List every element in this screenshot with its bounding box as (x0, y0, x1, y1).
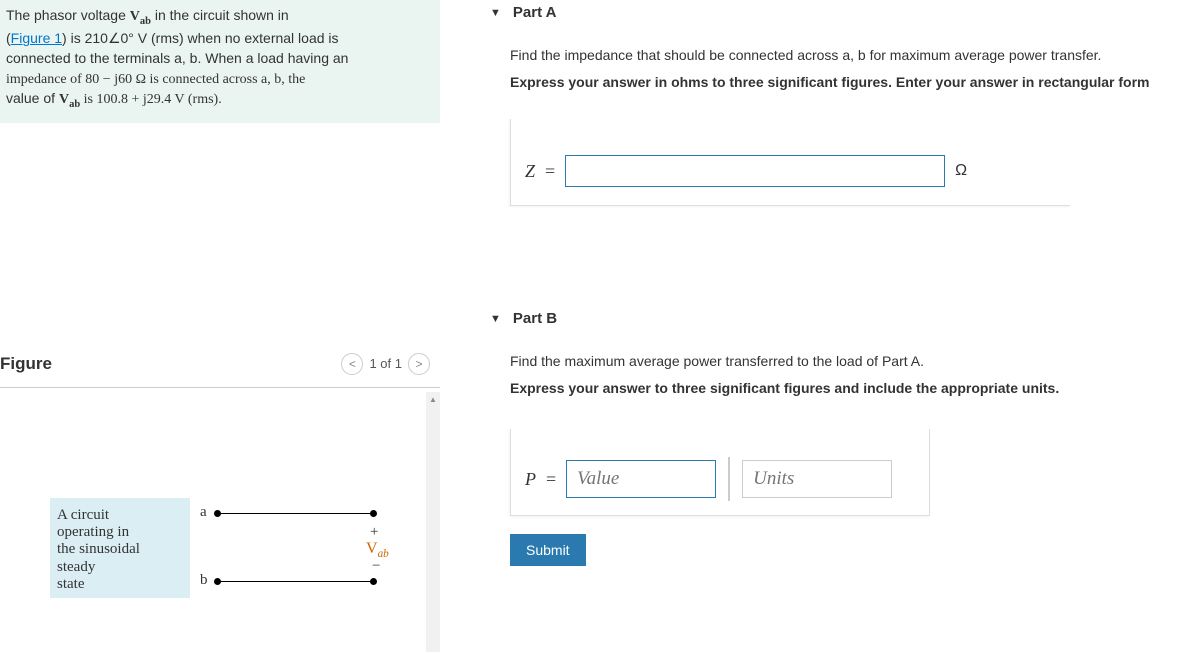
circuit-text: A circuit (57, 507, 183, 524)
vab-symbol: Vab (130, 9, 151, 24)
terminal-a-label: a (200, 504, 207, 521)
plus-icon: + (370, 524, 378, 541)
p-units-input[interactable] (742, 460, 892, 498)
pager-text: 1 of 1 (369, 356, 402, 371)
figure-link[interactable]: Figure 1 (11, 30, 62, 46)
part-b-answer-box: P = (510, 429, 930, 516)
caret-down-icon: ▼ (490, 313, 501, 325)
part-a-title: Part A (513, 4, 557, 21)
vab-symbol: Vab (59, 92, 80, 107)
submit-button[interactable]: Submit (510, 534, 586, 566)
part-b-format: Express your answer to three significant… (510, 378, 1200, 399)
vab-v: V (366, 540, 378, 557)
equals-sign: = (546, 469, 556, 490)
scroll-up-icon[interactable]: ▲ (426, 392, 440, 406)
right-column: ▼ Part A Find the impedance that should … (460, 0, 1200, 654)
p-value-input[interactable] (566, 460, 716, 498)
prev-figure-button[interactable]: < (341, 353, 363, 375)
problem-text: ) is 210∠0° V (rms) when no external loa… (62, 30, 339, 46)
wire-icon (218, 581, 372, 583)
next-figure-button[interactable]: > (408, 353, 430, 375)
z-input[interactable] (565, 155, 945, 187)
circuit-text: the sinusoidal (57, 541, 183, 558)
vab-output-label: Vab (366, 540, 389, 560)
caret-down-icon: ▼ (490, 7, 501, 19)
vab-v: V (59, 92, 69, 107)
part-b-title: Part B (513, 310, 557, 327)
figure-title: Figure (0, 354, 52, 374)
part-a-format: Express your answer in ohms to three sig… (510, 72, 1200, 93)
part-a-answer-box: Z = Ω (510, 119, 1070, 206)
z-label: Z (525, 161, 535, 182)
divider (728, 457, 730, 501)
vab-sub: ab (378, 548, 389, 560)
part-b-header[interactable]: ▼ Part B (490, 310, 1200, 327)
circuit-text: state (57, 576, 183, 593)
figure-scrollbar[interactable]: ▲ (426, 392, 440, 652)
problem-text: The phasor voltage (6, 7, 130, 23)
part-b-instruction: Find the maximum average power transferr… (510, 351, 1200, 372)
terminal-b-label: b (200, 572, 208, 589)
z-unit: Ω (955, 162, 967, 180)
z-answer-row: Z = Ω (525, 155, 1056, 187)
figure-header: Figure < 1 of 1 > (0, 353, 440, 383)
figure-pager: < 1 of 1 > (341, 353, 430, 375)
part-a-header[interactable]: ▼ Part A (490, 4, 1200, 21)
vab-sub: ab (140, 16, 151, 27)
part-b: ▼ Part B Find the maximum average power … (460, 310, 1200, 566)
part-a: ▼ Part A Find the impedance that should … (460, 4, 1200, 206)
problem-text: is 100.8 + j29.4 V (rms). (80, 92, 222, 107)
p-label: P (525, 469, 536, 490)
problem-text: connected to the terminals a, b. When a … (6, 50, 348, 66)
vab-v: V (130, 9, 140, 24)
circuit-text: steady (57, 559, 183, 576)
part-a-instruction: Find the impedance that should be connec… (510, 45, 1200, 66)
problem-text: value of (6, 90, 59, 106)
p-answer-row: P = (525, 457, 915, 501)
vab-sub: ab (69, 99, 80, 110)
figure-divider (0, 387, 440, 388)
problem-text: impedance of 80 − j60 Ω is connected acr… (6, 72, 305, 87)
problem-statement: The phasor voltage Vab in the circuit sh… (0, 0, 440, 123)
left-column: The phasor voltage Vab in the circuit sh… (0, 0, 440, 654)
equals-sign: = (545, 161, 555, 182)
circuit-figure: A circuit operating in the sinusoidal st… (50, 498, 390, 618)
wire-icon (218, 513, 372, 515)
minus-icon: − (372, 558, 380, 575)
problem-text: in the circuit shown in (151, 7, 289, 23)
circuit-text: operating in (57, 524, 183, 541)
circuit-box: A circuit operating in the sinusoidal st… (50, 498, 190, 598)
